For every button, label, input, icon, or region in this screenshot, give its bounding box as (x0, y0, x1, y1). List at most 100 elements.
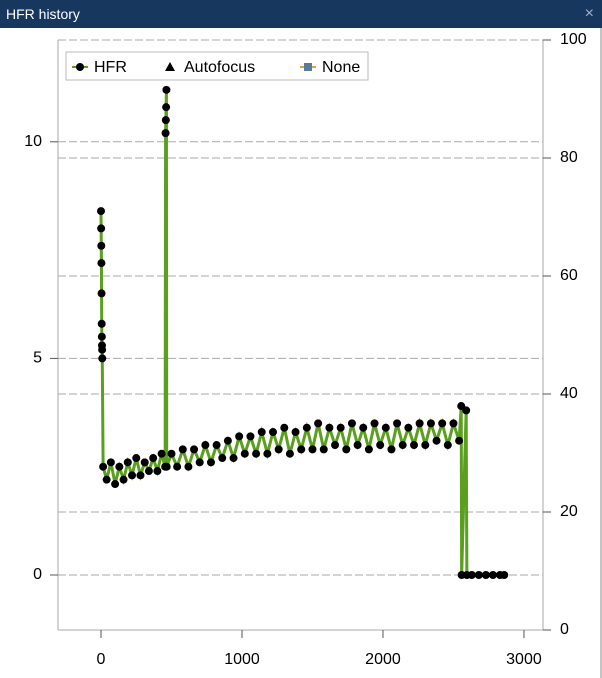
legend-label: None (322, 59, 360, 76)
data-point (398, 441, 407, 450)
data-point (342, 445, 351, 454)
close-button[interactable]: × (584, 5, 594, 22)
data-point (97, 319, 106, 328)
data-point (229, 454, 238, 463)
x-tick-label: 3000 (506, 651, 542, 668)
data-point (153, 467, 162, 476)
x-tick-label: 0 (97, 651, 106, 668)
data-point (257, 428, 266, 437)
data-point (409, 441, 418, 450)
data-point (347, 419, 356, 428)
data-point (336, 423, 345, 432)
data-point (263, 449, 272, 458)
data-point (438, 419, 447, 428)
data-point (370, 419, 379, 428)
data-point (235, 432, 244, 441)
data-point (467, 570, 476, 579)
data-point (162, 85, 171, 94)
data-point (302, 423, 311, 432)
data-point (111, 480, 120, 489)
data-point (99, 462, 108, 471)
data-point (140, 458, 149, 467)
data-point (162, 103, 171, 112)
data-point (115, 462, 124, 471)
title-bar: HFR history × (0, 0, 602, 28)
data-point (132, 454, 141, 463)
data-point (426, 419, 435, 428)
data-point (488, 570, 497, 579)
series-line (99, 89, 505, 577)
data-point (415, 419, 424, 428)
x-tick-label: 2000 (365, 651, 401, 668)
legend-marker (76, 63, 84, 71)
data-point (98, 354, 107, 363)
legend-label: Autofocus (184, 59, 255, 76)
y2-tick-label: 0 (560, 621, 569, 638)
data-point (149, 454, 158, 463)
data-point (161, 116, 170, 125)
data-point (201, 441, 210, 450)
data-point (280, 423, 289, 432)
data-point (353, 441, 362, 450)
x-tick-label: 1000 (224, 651, 260, 668)
y-tick-label: 10 (24, 133, 42, 150)
data-point (98, 345, 107, 354)
data-point (161, 129, 170, 138)
data-point (381, 423, 390, 432)
data-point (252, 449, 261, 458)
data-point (319, 445, 328, 454)
data-point (421, 441, 430, 450)
data-point (455, 436, 464, 445)
legend-label: HFR (94, 59, 127, 76)
data-point (443, 441, 452, 450)
data-point (359, 423, 368, 432)
data-point (136, 471, 145, 480)
legend-box (65, 51, 369, 81)
data-point (128, 471, 137, 480)
data-point (97, 289, 106, 298)
data-point (190, 445, 199, 454)
y-tick-label: 5 (33, 350, 42, 367)
data-point (376, 441, 385, 450)
data-point (387, 445, 396, 454)
y-tick-label: 0 (33, 566, 42, 583)
data-point (106, 458, 115, 467)
data-point (404, 423, 413, 432)
data-point (432, 436, 441, 445)
data-point (97, 259, 106, 268)
data-point (449, 419, 458, 428)
y2-tick-label: 20 (560, 503, 578, 520)
data-point (218, 454, 227, 463)
data-point (285, 449, 294, 458)
data-point (364, 445, 373, 454)
data-point (97, 224, 106, 233)
data-point (167, 449, 176, 458)
data-point (308, 445, 317, 454)
y2-tick-label: 60 (560, 267, 578, 284)
data-point (97, 332, 106, 341)
data-point (123, 458, 132, 467)
data-point (162, 462, 171, 471)
data-point (223, 436, 232, 445)
y2-tick-label: 40 (560, 385, 578, 402)
legend-marker (304, 63, 312, 71)
data-point (314, 419, 323, 428)
data-point (240, 449, 249, 458)
y2-tick-label: 80 (560, 149, 578, 166)
data-point (144, 467, 153, 476)
data-point (462, 406, 471, 415)
data-point (184, 462, 193, 471)
data-point (206, 458, 215, 467)
data-point (474, 570, 483, 579)
data-point (481, 570, 490, 579)
data-point (325, 423, 334, 432)
data-point (331, 441, 340, 450)
legend-marker (165, 62, 175, 71)
data-point (246, 432, 255, 441)
data-point (97, 207, 106, 216)
data-point (274, 445, 283, 454)
data-point (291, 428, 300, 437)
data-point (173, 462, 182, 471)
data-point (500, 570, 509, 579)
